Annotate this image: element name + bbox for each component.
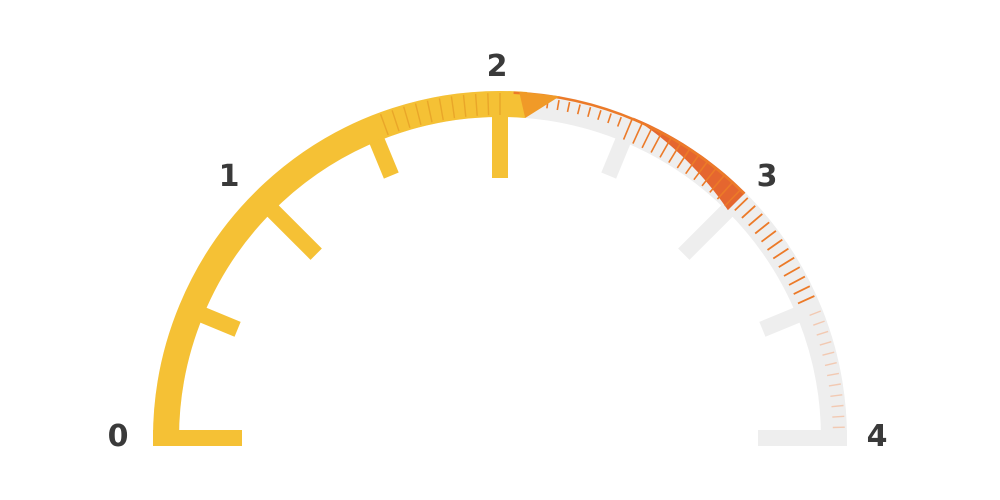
minor-tick: [748, 213, 763, 227]
minor-tick: [616, 116, 622, 127]
minor-tick: [659, 137, 672, 158]
minor-tick: [668, 143, 681, 164]
minor-tick: [685, 155, 700, 175]
minor-tick: [824, 362, 837, 367]
major-tick: [369, 137, 399, 179]
minor-tick: [832, 415, 845, 418]
minor-tick: [566, 101, 571, 113]
minor-tick: [822, 351, 835, 356]
minor-tick: [641, 127, 653, 149]
minor-tick: [487, 93, 490, 116]
minor-tick: [828, 383, 841, 387]
minor-tick: [830, 394, 843, 397]
major-tick: [199, 307, 241, 337]
major-tick: [266, 204, 322, 260]
minor-tick: [709, 175, 725, 193]
scale-label-1: 1: [219, 159, 240, 194]
minor-tick: [622, 118, 633, 140]
minor-tick: [414, 103, 422, 125]
minor-tick: [462, 94, 467, 117]
major-tick: [759, 307, 801, 337]
minor-tick: [809, 310, 822, 317]
minor-tick: [438, 98, 444, 121]
minor-tick: [693, 161, 708, 181]
gauge-warning-zone: [632, 117, 746, 211]
minor-tick: [734, 197, 749, 212]
minor-tick: [778, 256, 795, 268]
gauge-minor-ticks: [379, 93, 845, 429]
minor-tick: [793, 285, 811, 295]
minor-tick: [772, 247, 789, 260]
minor-tick: [724, 189, 741, 207]
minor-tick: [797, 295, 815, 305]
major-tick: [678, 204, 734, 260]
minor-tick: [474, 93, 478, 116]
minor-tick: [826, 372, 840, 377]
scale-label-0: 0: [108, 419, 129, 454]
minor-tick: [556, 99, 560, 111]
minor-tick: [391, 110, 400, 132]
gauge-fill: [153, 90, 528, 439]
minor-tick: [632, 123, 643, 144]
minor-tick: [607, 113, 612, 124]
minor-tick: [816, 330, 829, 336]
scale-label-2: 2: [487, 49, 508, 84]
minor-tick: [831, 404, 844, 408]
gauge-major-ticks: [199, 116, 801, 337]
minor-tick: [403, 106, 411, 128]
minor-tick: [819, 341, 832, 346]
minor-tick: [813, 320, 825, 326]
minor-tick: [650, 132, 663, 153]
minor-tick: [597, 109, 602, 120]
minor-tick: [788, 275, 806, 286]
gauge-value-tip: [519, 91, 560, 118]
minor-tick: [426, 100, 433, 123]
minor-tick: [450, 96, 456, 119]
minor-tick: [741, 205, 756, 219]
major-tick: [601, 137, 631, 179]
minor-tick: [379, 114, 389, 136]
minor-tick: [716, 182, 733, 200]
minor-tick: [576, 104, 581, 115]
scale-label-4: 4: [867, 419, 888, 454]
minor-tick: [760, 230, 777, 243]
minor-tick: [701, 168, 717, 187]
minor-tick: [783, 266, 801, 277]
minor-tick: [676, 149, 691, 169]
scale-label-3: 3: [757, 159, 778, 194]
minor-tick: [766, 238, 783, 251]
minor-tick: [587, 106, 592, 118]
minor-tick: [754, 221, 770, 235]
